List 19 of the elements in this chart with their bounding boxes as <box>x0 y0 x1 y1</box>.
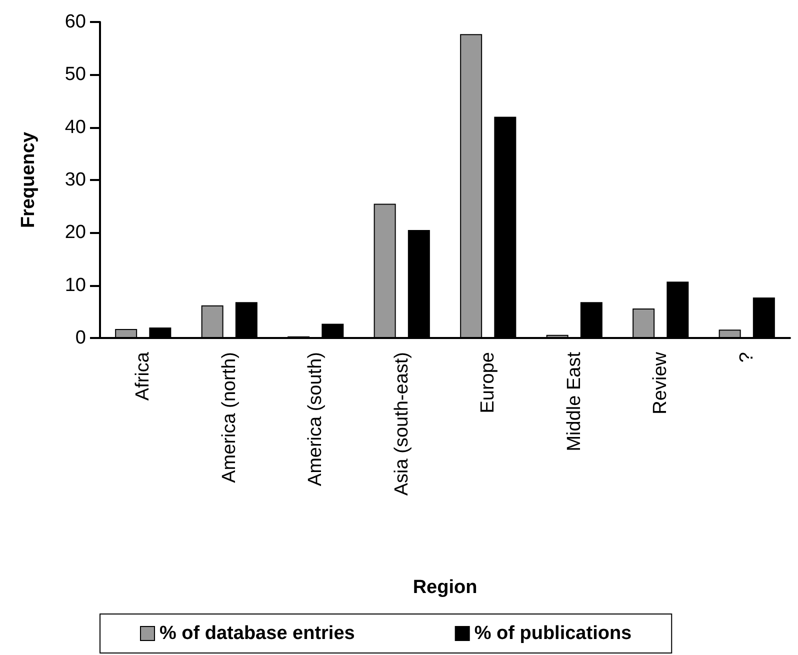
y-axis-title: Frequency <box>18 132 39 228</box>
y-tick-label: 30 <box>64 170 86 190</box>
x-tick-label: Africa <box>132 352 154 401</box>
x-axis-title: Region <box>412 577 478 598</box>
y-tick-label: 50 <box>64 64 86 86</box>
y-tick-label: 10 <box>64 274 86 296</box>
y-tick-label: 20 <box>64 222 86 244</box>
legend-label: % of publications <box>474 623 632 644</box>
legend-label: % of database entries <box>160 623 355 644</box>
x-tick-label: Review <box>650 352 672 414</box>
y-tick-label: 40 <box>64 116 86 138</box>
y-tick-label: 60 <box>64 12 86 32</box>
x-tick-label: Europe <box>478 352 499 414</box>
x-tick-label: ? <box>736 352 758 363</box>
x-tick-label: America (north) <box>218 352 240 483</box>
y-tick-label: 0 <box>75 328 86 348</box>
x-tick-label: Middle East <box>564 351 585 452</box>
x-tick-label: Asia (south-east) <box>391 352 412 496</box>
x-tick-label: America (south) <box>305 352 326 486</box>
